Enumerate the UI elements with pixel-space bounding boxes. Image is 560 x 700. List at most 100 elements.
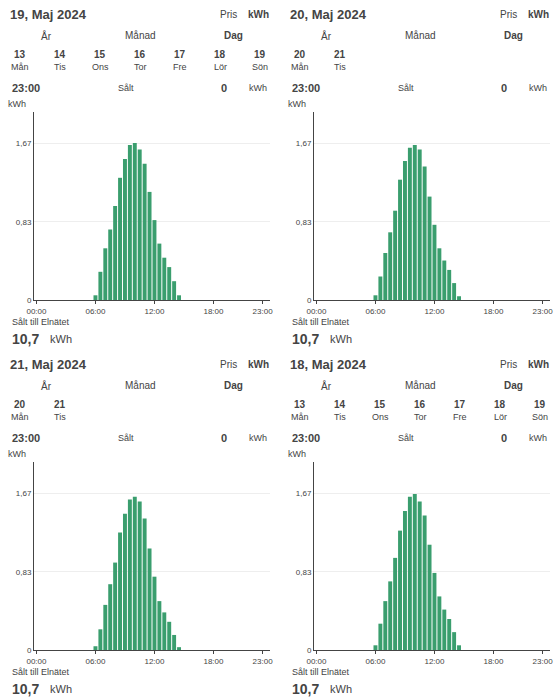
- svg-text:kWh: kWh: [288, 99, 306, 109]
- svg-text:12:00: 12:00: [144, 307, 165, 316]
- svg-text:13: 13: [294, 399, 306, 410]
- svg-text:Dag: Dag: [504, 30, 523, 41]
- svg-text:20: 20: [14, 399, 26, 410]
- svg-text:kWh: kWh: [330, 333, 352, 345]
- svg-text:1,67: 1,67: [16, 139, 32, 148]
- svg-text:10,7: 10,7: [12, 681, 39, 697]
- svg-text:0: 0: [501, 82, 507, 94]
- svg-text:18:00: 18:00: [203, 657, 224, 666]
- svg-text:0: 0: [307, 296, 312, 305]
- svg-text:0: 0: [501, 432, 507, 444]
- svg-text:kWh: kWh: [248, 9, 269, 20]
- svg-text:kWh: kWh: [248, 359, 269, 370]
- svg-text:Lör: Lör: [494, 412, 507, 422]
- svg-text:År: År: [321, 30, 332, 42]
- svg-text:00:00: 00:00: [306, 657, 327, 666]
- svg-text:Sålt till Elnätet: Sålt till Elnätet: [12, 667, 70, 677]
- svg-text:13: 13: [14, 49, 26, 60]
- svg-text:23:00: 23:00: [533, 657, 554, 666]
- svg-text:18:00: 18:00: [203, 307, 224, 316]
- svg-text:Mån: Mån: [11, 412, 29, 422]
- svg-text:18, Maj 2024: 18, Maj 2024: [290, 357, 367, 372]
- svg-text:Sålt: Sålt: [118, 83, 134, 93]
- svg-text:Pris: Pris: [220, 359, 237, 370]
- svg-text:23:00: 23:00: [12, 432, 40, 444]
- svg-text:23:00: 23:00: [253, 657, 274, 666]
- svg-text:0,83: 0,83: [296, 218, 312, 227]
- svg-text:14: 14: [334, 399, 346, 410]
- svg-text:Mån: Mån: [291, 62, 309, 72]
- svg-text:15: 15: [94, 49, 106, 60]
- svg-text:Sålt till Elnätet: Sålt till Elnätet: [12, 317, 70, 327]
- svg-text:12:00: 12:00: [144, 657, 165, 666]
- svg-text:kWh: kWh: [8, 449, 26, 459]
- svg-text:23:00: 23:00: [533, 307, 554, 316]
- svg-text:kWh: kWh: [529, 433, 547, 443]
- svg-text:Sålt: Sålt: [398, 83, 414, 93]
- svg-text:18:00: 18:00: [483, 307, 504, 316]
- svg-text:23:00: 23:00: [12, 82, 40, 94]
- svg-text:Tor: Tor: [414, 412, 427, 422]
- svg-text:Fre: Fre: [173, 62, 187, 72]
- svg-text:20: 20: [294, 49, 306, 60]
- svg-text:Fre: Fre: [453, 412, 467, 422]
- svg-text:kWh: kWh: [528, 9, 549, 20]
- svg-text:Sålt till Elnätet: Sålt till Elnätet: [292, 667, 350, 677]
- svg-text:Sålt: Sålt: [118, 433, 134, 443]
- svg-text:0: 0: [27, 646, 32, 655]
- svg-text:Tis: Tis: [334, 412, 346, 422]
- svg-text:16: 16: [134, 49, 146, 60]
- svg-text:20, Maj 2024: 20, Maj 2024: [290, 7, 367, 22]
- svg-text:Lör: Lör: [214, 62, 227, 72]
- svg-text:Månad: Månad: [405, 30, 436, 41]
- svg-text:1,67: 1,67: [16, 489, 32, 498]
- svg-text:06:00: 06:00: [85, 307, 106, 316]
- svg-text:kWh: kWh: [330, 683, 352, 695]
- svg-text:Dag: Dag: [504, 380, 523, 391]
- svg-text:12:00: 12:00: [424, 657, 445, 666]
- svg-text:Pris: Pris: [500, 9, 517, 20]
- svg-text:12:00: 12:00: [424, 307, 445, 316]
- svg-text:10,7: 10,7: [12, 331, 39, 347]
- svg-text:År: År: [41, 380, 52, 392]
- svg-text:0,83: 0,83: [16, 568, 32, 577]
- svg-text:18: 18: [494, 399, 506, 410]
- svg-text:1,67: 1,67: [296, 139, 312, 148]
- svg-text:1,67: 1,67: [296, 489, 312, 498]
- svg-text:23:00: 23:00: [292, 432, 320, 444]
- svg-text:0,83: 0,83: [296, 568, 312, 577]
- svg-text:År: År: [41, 30, 52, 42]
- svg-text:00:00: 00:00: [306, 307, 327, 316]
- svg-text:0: 0: [307, 646, 312, 655]
- svg-text:Pris: Pris: [500, 359, 517, 370]
- svg-text:14: 14: [54, 49, 66, 60]
- svg-text:kWh: kWh: [50, 333, 72, 345]
- svg-text:Tor: Tor: [134, 62, 147, 72]
- svg-text:Tis: Tis: [54, 412, 66, 422]
- svg-text:0,83: 0,83: [16, 218, 32, 227]
- svg-text:06:00: 06:00: [365, 307, 386, 316]
- svg-text:kWh: kWh: [8, 99, 26, 109]
- svg-text:Sålt: Sålt: [398, 433, 414, 443]
- svg-text:Sön: Sön: [532, 412, 548, 422]
- svg-text:10,7: 10,7: [292, 331, 319, 347]
- svg-text:Månad: Månad: [125, 30, 156, 41]
- svg-text:kWh: kWh: [50, 683, 72, 695]
- svg-text:0: 0: [27, 296, 32, 305]
- svg-text:19: 19: [254, 49, 266, 60]
- svg-text:17: 17: [174, 49, 186, 60]
- svg-text:0: 0: [221, 82, 227, 94]
- svg-text:23:00: 23:00: [292, 82, 320, 94]
- svg-text:kWh: kWh: [288, 449, 306, 459]
- svg-text:Ons: Ons: [92, 62, 109, 72]
- svg-text:Dag: Dag: [224, 30, 243, 41]
- svg-text:17: 17: [454, 399, 466, 410]
- svg-text:Ons: Ons: [372, 412, 389, 422]
- svg-text:Tis: Tis: [54, 62, 66, 72]
- svg-text:06:00: 06:00: [365, 657, 386, 666]
- svg-text:Mån: Mån: [11, 62, 29, 72]
- svg-text:19: 19: [534, 399, 546, 410]
- svg-text:Månad: Månad: [125, 380, 156, 391]
- svg-text:År: År: [321, 380, 332, 392]
- svg-text:Sålt till Elnätet: Sålt till Elnätet: [292, 317, 350, 327]
